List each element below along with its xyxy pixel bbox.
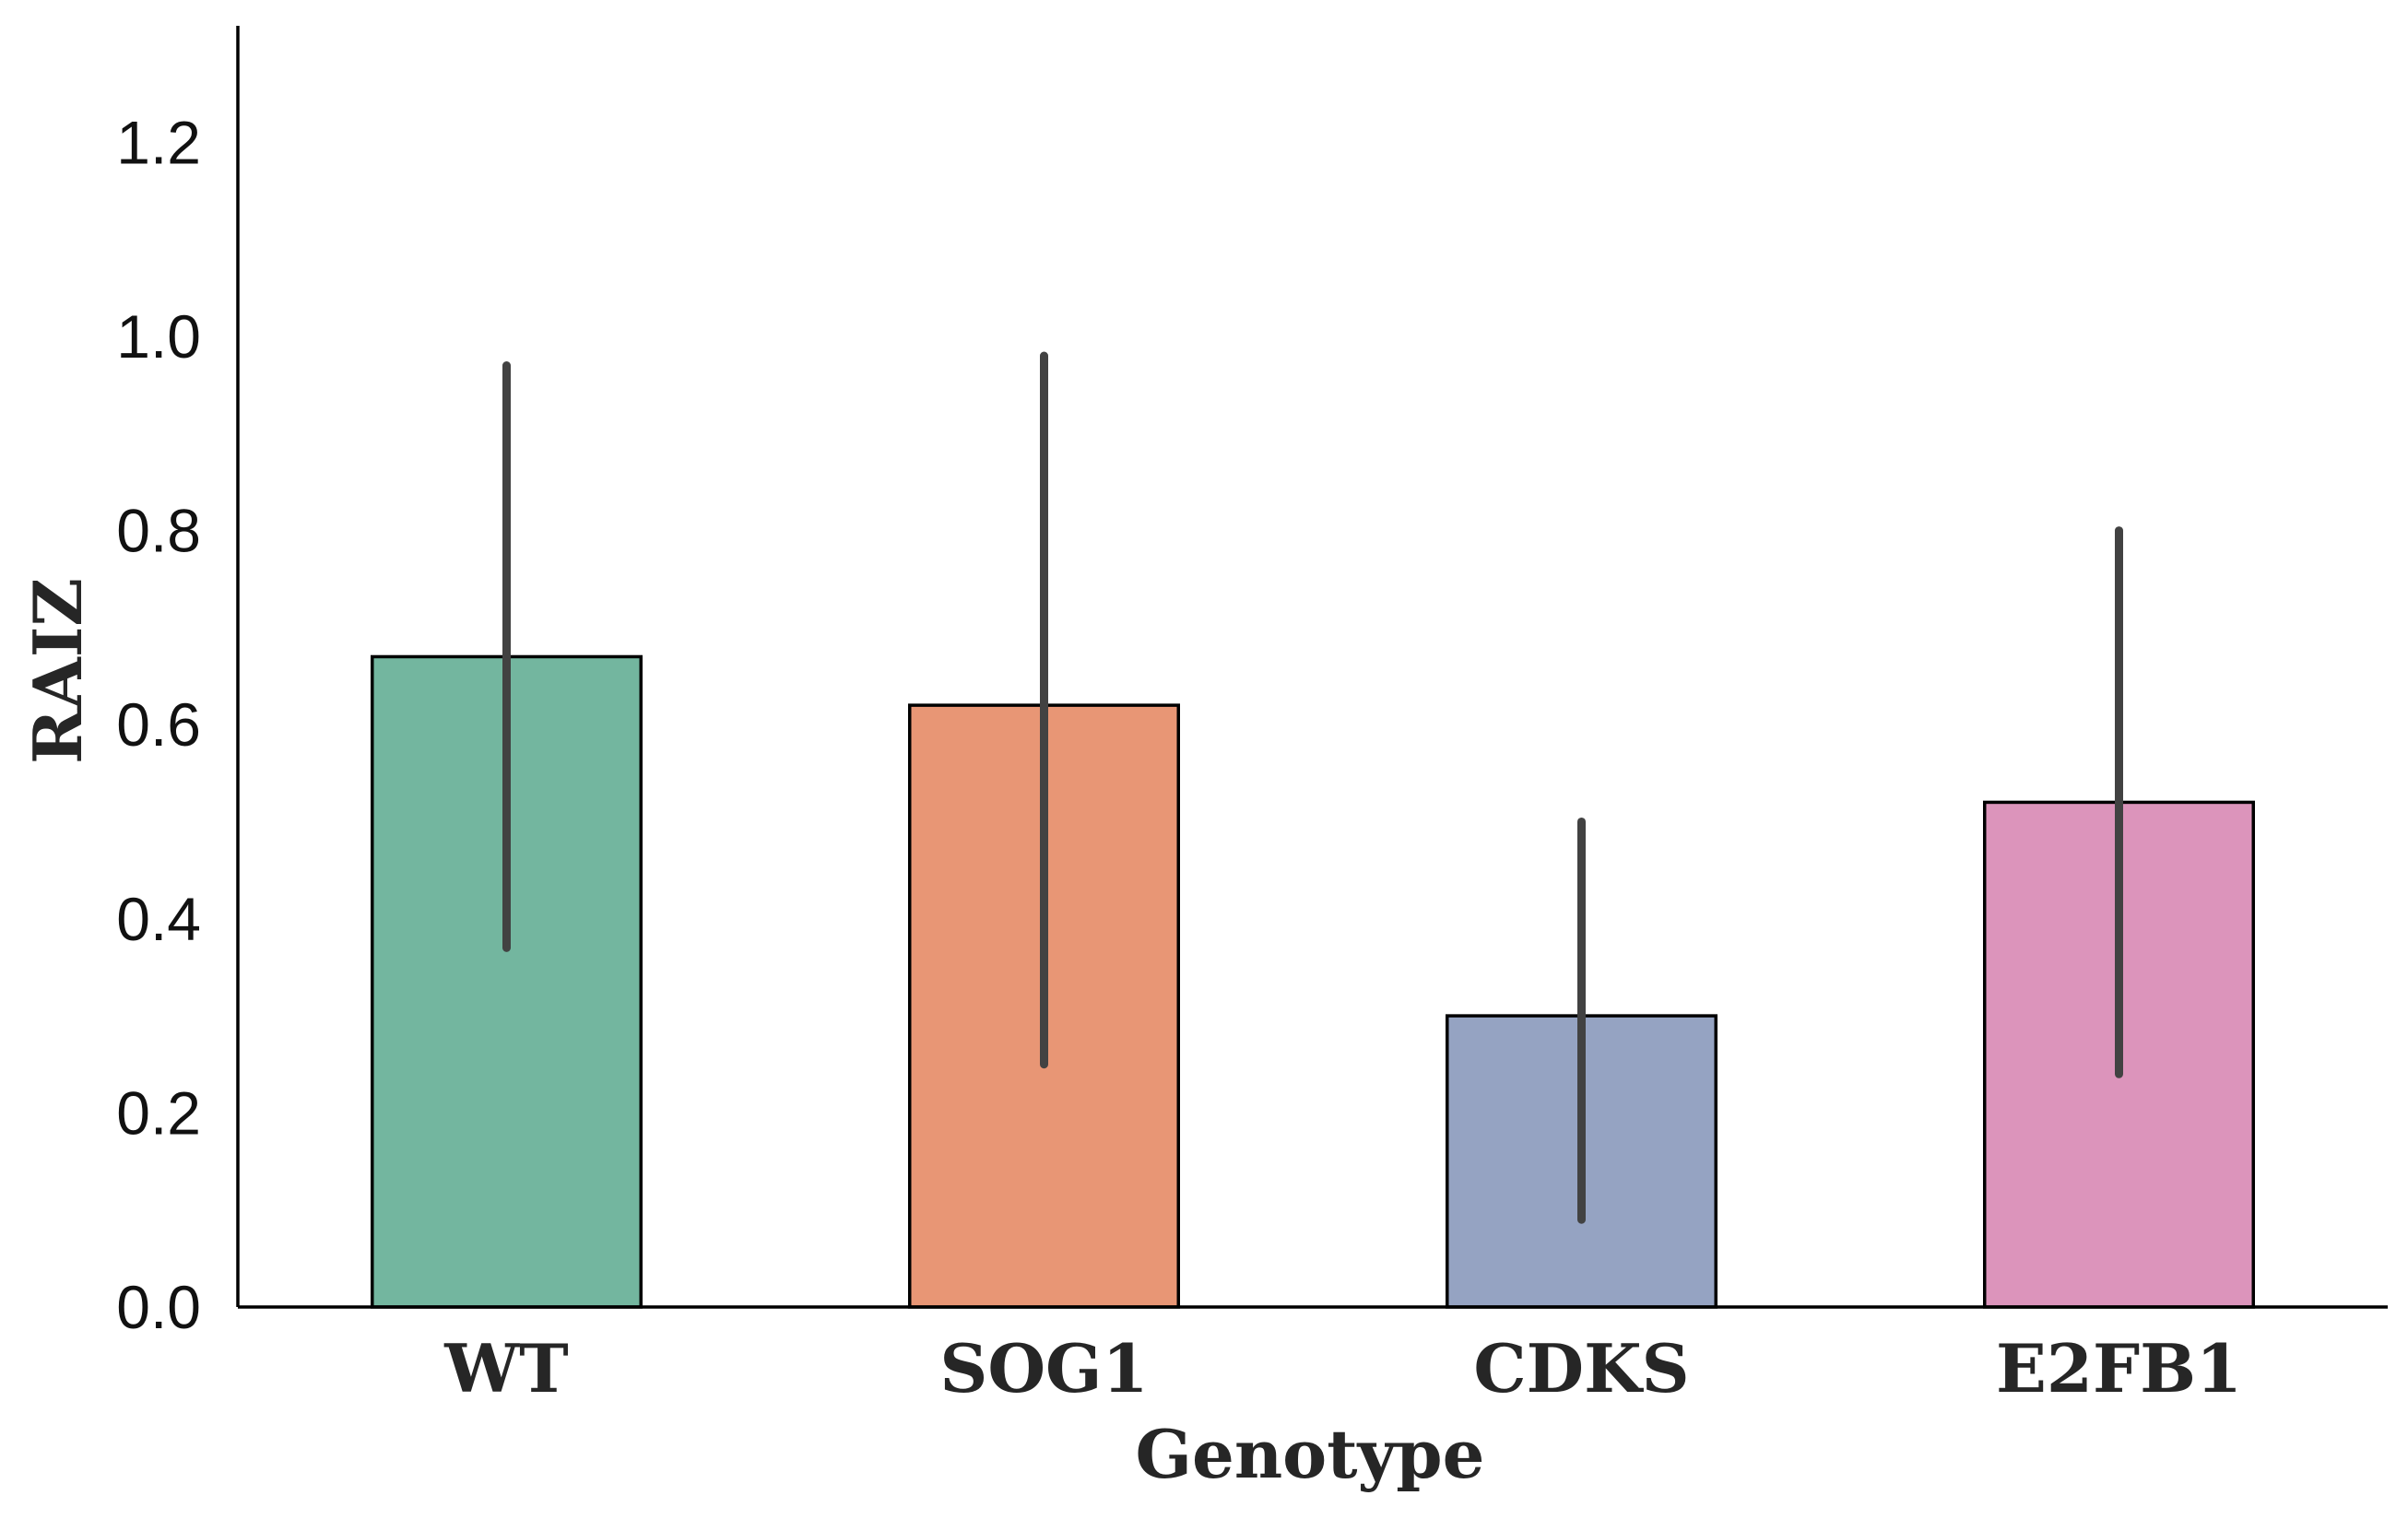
x-tick-label-e2fb1: E2FB1 bbox=[1996, 1329, 2242, 1407]
y-ticks: 0.0 0.2 0.4 0.6 0.8 1.0 1.2 bbox=[116, 108, 201, 1341]
x-ticks: WT SOG1 CDKS E2FB1 bbox=[443, 1329, 2242, 1407]
y-tick-label: 1.2 bbox=[116, 108, 201, 176]
x-tick-label-cdks: CDKS bbox=[1473, 1329, 1689, 1407]
y-tick-label: 0.2 bbox=[116, 1078, 201, 1147]
error-bars-layer bbox=[502, 351, 2123, 1224]
y-tick-label: 0.6 bbox=[116, 690, 201, 759]
y-tick-label: 0.4 bbox=[116, 885, 201, 953]
y-tick-label: 1.0 bbox=[116, 302, 201, 371]
x-tick-label-sog1: SOG1 bbox=[939, 1329, 1148, 1407]
y-axis-title: RAIZ bbox=[18, 578, 97, 764]
bars-layer bbox=[371, 654, 2255, 1309]
y-tick-label: 0.8 bbox=[116, 497, 201, 565]
y-tick-label: 0.0 bbox=[116, 1273, 201, 1341]
x-axis-title: Genotype bbox=[1136, 1415, 1485, 1493]
x-tick-label-wt: WT bbox=[443, 1329, 568, 1407]
